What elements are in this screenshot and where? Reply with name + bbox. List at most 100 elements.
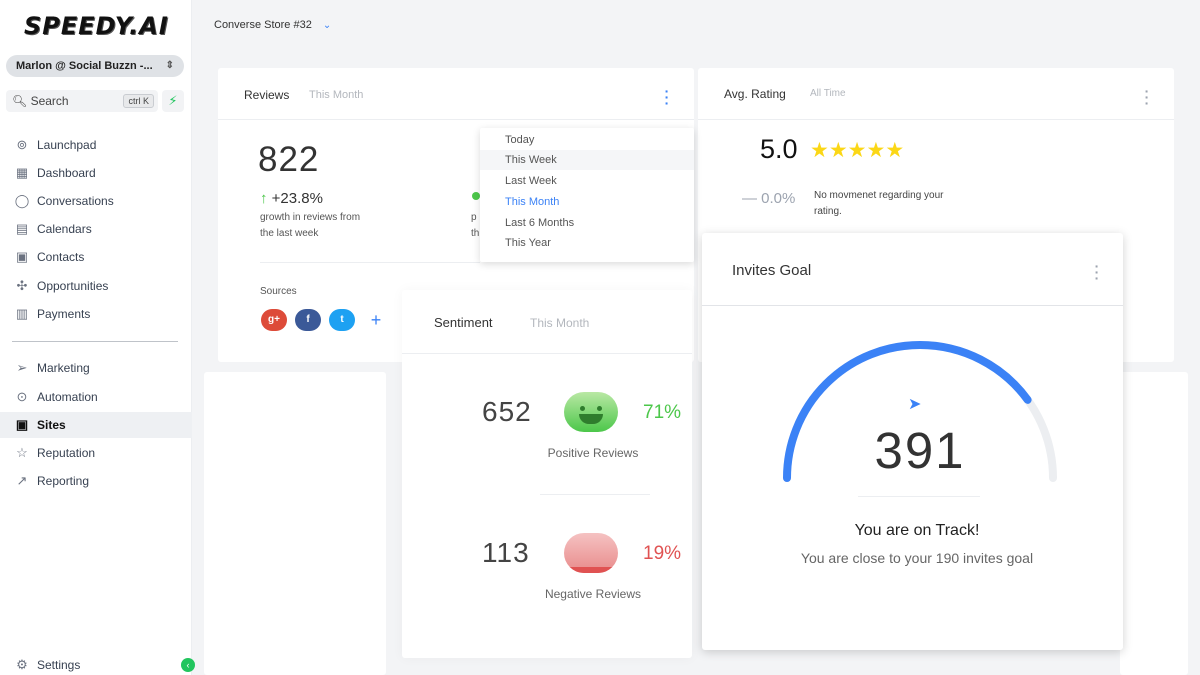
background-card (204, 372, 386, 675)
sidebar-item-payments[interactable]: ▥ Payments (0, 301, 192, 327)
invites-menu-icon[interactable]: · · · (1094, 258, 1100, 286)
rating-stars: ★★★★★ (810, 138, 904, 163)
reviews-growth-desc-1: growth in reviews from (260, 212, 361, 223)
twitter-icon[interactable]: t (329, 309, 355, 331)
sidebar-item-conversations[interactable]: ◯ Conversations (0, 188, 192, 214)
sentiment-title: Sentiment (434, 315, 493, 330)
sad-face-icon (564, 533, 618, 573)
period-dropdown: Today This Week Last Week This Month Las… (480, 128, 694, 262)
sidebar-item-dashboard[interactable]: ▦ Dashboard (0, 160, 192, 186)
invites-status: You are on Track! (854, 522, 980, 539)
star-filled-icon: ★ (866, 139, 886, 162)
search-input[interactable]: 🔍︎ Search ctrl K (6, 90, 158, 112)
automation-icon: ⊙ (16, 389, 28, 404)
rating-title: Avg. Rating (724, 87, 786, 101)
dropdown-option-last-6-months[interactable]: Last 6 Months (505, 217, 575, 229)
collapse-sidebar-icon[interactable]: ‹ (181, 658, 195, 672)
send-icon: ➢ (16, 360, 28, 375)
invites-divider (702, 305, 1123, 306)
gear-icon: ⚙ (16, 657, 28, 672)
arrow-up-icon: ↑ (260, 190, 268, 207)
star-filled-icon: ★ (847, 139, 867, 162)
sidebar-item-reputation[interactable]: ☆ Reputation (0, 440, 192, 466)
rating-change: — 0.0% (742, 190, 796, 207)
reviews-title: Reviews (244, 88, 290, 102)
facebook-icon[interactable]: f (295, 309, 321, 331)
sentiment-inner-divider (540, 494, 650, 495)
network-icon: ✣ (16, 278, 28, 293)
reviews-inner-divider (260, 262, 480, 263)
reviews-menu-icon[interactable]: · · · (664, 83, 670, 111)
positive-pct: 71% (643, 402, 682, 423)
sources-label: Sources (260, 286, 297, 297)
reviews-divider (218, 119, 694, 120)
invites-goal-card: Invites Goal · · · ➤ 391 You are on Track!… (702, 233, 1123, 650)
reviews-count: 822 (258, 140, 320, 179)
receipt-icon: ▥ (15, 306, 29, 321)
rating-divider (698, 119, 1174, 120)
chevron-updown-icon: ⇕ (165, 60, 174, 71)
search-label: Search (30, 94, 69, 108)
star-icon: ☆ (16, 445, 28, 460)
sidebar-item-opportunities[interactable]: ✣ Opportunities (0, 273, 192, 299)
google-plus-icon[interactable]: g+ (261, 309, 287, 331)
background-card (1120, 372, 1188, 675)
store-selector[interactable]: Converse Store #32 ⌄ (214, 19, 331, 31)
dropdown-option-last-week[interactable]: Last Week (505, 175, 557, 187)
dropdown-option-this-month[interactable]: This Month (505, 196, 560, 208)
happy-face-icon (564, 392, 618, 432)
sidebar-item-sites[interactable]: ▣ Sites (0, 412, 192, 438)
store-name: Converse Store #32 (214, 19, 312, 31)
star-filled-icon: ★ (810, 139, 829, 162)
add-source-button[interactable]: + (370, 310, 382, 330)
rating-menu-icon[interactable]: · · · (1144, 83, 1150, 111)
positive-label: Positive Reviews (547, 446, 639, 460)
negative-count: 113 (482, 537, 530, 568)
rocket-icon: ⊚ (16, 137, 28, 152)
sentiment-card: Sentiment This Month 652 71% Positive Re… (402, 290, 692, 658)
account-switcher[interactable]: Marlon @ Social Buzzn -... ⇕ (6, 55, 184, 77)
contacts-icon: ▣ (15, 249, 29, 264)
rating-period: All Time (810, 88, 846, 99)
sentiment-period: This Month (530, 316, 590, 330)
search-shortcut: ctrl K (123, 94, 154, 108)
sites-icon: ▣ (15, 417, 29, 432)
sidebar-item-marketing[interactable]: ➢ Marketing (0, 355, 192, 381)
sidebar-divider (12, 341, 178, 342)
chat-icon: ◯ (14, 193, 30, 208)
status-dot (472, 192, 480, 200)
star-filled-icon: ★ (885, 139, 905, 162)
sidebar-item-reporting[interactable]: ↗ Reporting (0, 468, 192, 494)
quick-action-bolt-icon[interactable]: ⚡︎ (162, 90, 184, 112)
invites-message: You are close to your 190 invites goal (800, 550, 1034, 566)
reviews-period: This Month (309, 89, 364, 101)
sidebar-item-launchpad[interactable]: ⊚ Launchpad (0, 132, 192, 158)
hidden-desc-2: th (471, 228, 480, 239)
sidebar-item-automation[interactable]: ⊙ Automation (0, 384, 192, 410)
negative-label: Negative Reviews (544, 587, 642, 601)
dropdown-option-today[interactable]: Today (505, 134, 535, 146)
chart-line-icon: ↗ (16, 473, 28, 488)
dropdown-option-this-week[interactable]: This Week (480, 150, 694, 170)
sidebar: SPEEDY.AI Marlon @ Social Buzzn -... ⇕ 🔍… (0, 0, 192, 675)
invites-title: Invites Goal (732, 262, 812, 279)
hidden-desc-1: p (471, 212, 477, 223)
calendar-icon: ▤ (15, 221, 29, 236)
reviews-growth-desc-2: the last week (260, 228, 319, 239)
invites-value: 391 (874, 422, 966, 479)
positive-count: 652 (482, 396, 532, 427)
app-logo[interactable]: SPEEDY.AI (24, 12, 169, 40)
reviews-growth: ↑ +23.8% (260, 190, 323, 207)
dropdown-option-this-year[interactable]: This Year (505, 237, 551, 249)
send-icon: ➤ (908, 396, 922, 413)
sidebar-item-contacts[interactable]: ▣ Contacts (0, 244, 192, 270)
search-icon: 🔍︎ (12, 94, 28, 108)
sidebar-item-settings[interactable]: ⚙ Settings (0, 652, 192, 675)
invites-inner-divider (858, 496, 980, 497)
sidebar-item-calendars[interactable]: ▤ Calendars (0, 216, 192, 242)
rating-value: 5.0 (760, 134, 798, 164)
grid-icon: ▦ (15, 165, 29, 180)
account-name: Marlon @ Social Buzzn -... (16, 60, 153, 72)
invites-progress-gauge (783, 341, 1057, 482)
star-filled-icon: ★ (828, 139, 848, 162)
